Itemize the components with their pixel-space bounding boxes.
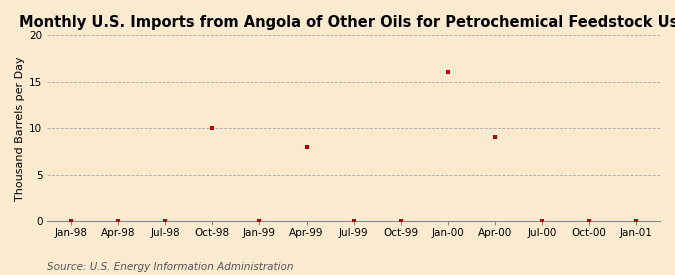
Point <box>348 219 359 223</box>
Point <box>443 70 454 75</box>
Point <box>489 135 500 140</box>
Point <box>65 219 76 223</box>
Point <box>631 219 642 223</box>
Point <box>207 126 217 130</box>
Text: Source: U.S. Energy Information Administration: Source: U.S. Energy Information Administ… <box>47 262 294 272</box>
Point <box>160 219 171 223</box>
Point <box>254 219 265 223</box>
Y-axis label: Thousand Barrels per Day: Thousand Barrels per Day <box>15 56 25 200</box>
Title: Monthly U.S. Imports from Angola of Other Oils for Petrochemical Feedstock Use: Monthly U.S. Imports from Angola of Othe… <box>19 15 675 30</box>
Point <box>537 219 547 223</box>
Point <box>113 219 124 223</box>
Point <box>301 145 312 149</box>
Point <box>396 219 406 223</box>
Point <box>584 219 595 223</box>
